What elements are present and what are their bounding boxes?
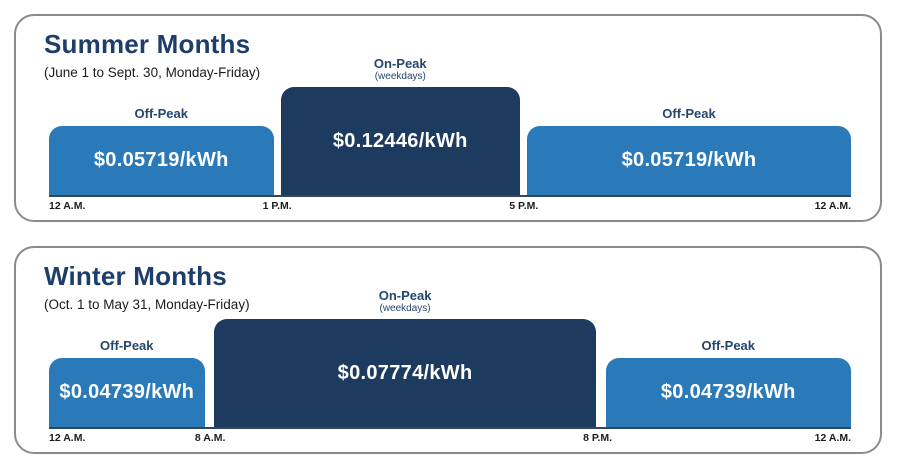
- axis-tick-label: 5 P.M.: [509, 200, 539, 212]
- segment-offpeak-morning: Off-Peak $0.04739/kWh: [49, 279, 205, 427]
- segment-offpeak-morning: Off-Peak $0.05719/kWh: [49, 47, 274, 195]
- segment-label-text: Off-Peak: [701, 337, 756, 353]
- segment-label: Off-Peak: [49, 337, 205, 353]
- summer-rate-chart: Off-Peak $0.05719/kWh On-Peak (weekdays)…: [49, 16, 851, 220]
- panel-subtitle: (June 1 to Sept. 30, Monday-Friday): [44, 65, 261, 80]
- time-axis: 12 A.M. 1 P.M. 5 P.M. 12 A.M.: [49, 200, 851, 212]
- axis-tick-label: 12 A.M.: [49, 200, 86, 212]
- segment-offpeak-evening: Off-Peak $0.05719/kWh: [527, 47, 851, 195]
- bar-group: Off-Peak $0.05719/kWh On-Peak (weekdays)…: [49, 47, 851, 197]
- panel-title: Summer Months: [44, 29, 251, 59]
- segment-label: Off-Peak: [606, 337, 851, 353]
- segment-label-text: Off-Peak: [100, 337, 154, 353]
- segment-label-text: Off-Peak: [662, 105, 716, 121]
- segment-label-text: On-Peak: [373, 55, 427, 71]
- rate-value: $0.04739/kWh: [59, 381, 195, 403]
- axis-tick-label: 12 A.M.: [814, 200, 851, 212]
- winter-title-block: Winter Months (Oct. 1 to May 31, Monday-…: [44, 261, 250, 312]
- rate-value: $0.05719/kWh: [621, 149, 757, 171]
- offpeak-bar: $0.04739/kWh: [49, 358, 205, 427]
- segment-label: Off-Peak: [527, 105, 851, 121]
- axis-tick-label: 12 A.M.: [814, 432, 851, 444]
- segment-sublabel-text: (weekdays): [379, 303, 431, 314]
- rate-value: $0.12446/kWh: [332, 129, 468, 152]
- onpeak-bar: $0.07774/kWh: [214, 319, 596, 427]
- segment-offpeak-evening: Off-Peak $0.04739/kWh: [605, 279, 851, 427]
- rate-value: $0.05719/kWh: [93, 149, 229, 171]
- segment-label: On-Peak (weekdays): [281, 55, 520, 82]
- winter-months-panel: Winter Months (Oct. 1 to May 31, Monday-…: [14, 246, 882, 454]
- summer-title-block: Summer Months (June 1 to Sept. 30, Monda…: [44, 29, 260, 80]
- offpeak-bar: $0.05719/kWh: [49, 126, 274, 195]
- segment-sublabel-text: (weekdays): [374, 71, 426, 82]
- segment-label-text: On-Peak: [378, 287, 432, 303]
- panel-subtitle: (Oct. 1 to May 31, Monday-Friday): [44, 297, 250, 312]
- segment-label: Off-Peak: [49, 105, 274, 121]
- summer-months-panel: Summer Months (June 1 to Sept. 30, Monda…: [14, 14, 882, 222]
- onpeak-bar: $0.12446/kWh: [280, 87, 520, 195]
- offpeak-bar: $0.05719/kWh: [527, 126, 851, 195]
- segment-onpeak: On-Peak (weekdays) $0.07774/kWh: [214, 279, 596, 427]
- axis-tick-label: 8 A.M.: [194, 432, 226, 444]
- offpeak-bar: $0.04739/kWh: [605, 358, 851, 427]
- segment-onpeak: On-Peak (weekdays) $0.12446/kWh: [280, 47, 520, 195]
- segment-label-text: Off-Peak: [134, 105, 188, 121]
- axis-tick-label: 1 P.M.: [262, 200, 292, 212]
- rate-value: $0.07774/kWh: [337, 361, 473, 384]
- axis-tick-label: 8 P.M.: [583, 432, 613, 444]
- winter-rate-chart: Off-Peak $0.04739/kWh On-Peak (weekdays)…: [49, 248, 851, 452]
- segment-label: On-Peak (weekdays): [214, 287, 596, 314]
- axis-tick-label: 12 A.M.: [49, 432, 86, 444]
- rate-value: $0.04739/kWh: [660, 381, 796, 403]
- panel-title: Winter Months: [44, 261, 227, 291]
- bar-group: Off-Peak $0.04739/kWh On-Peak (weekdays)…: [49, 279, 851, 429]
- time-axis: 12 A.M. 8 A.M. 8 P.M. 12 A.M.: [49, 432, 851, 444]
